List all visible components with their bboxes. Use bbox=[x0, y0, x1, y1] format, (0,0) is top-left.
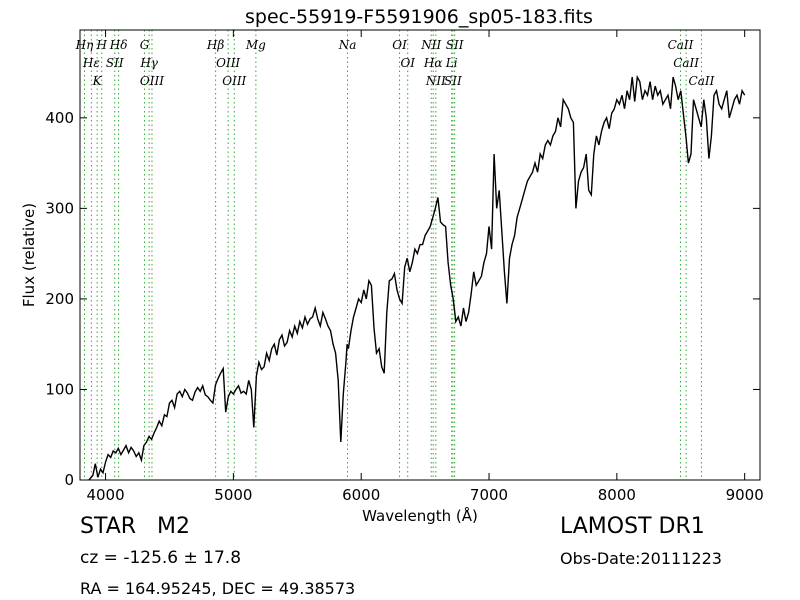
line-label: Mg bbox=[245, 38, 266, 52]
line-label: CaII bbox=[668, 38, 694, 52]
axis-ticks: 4000 5000 6000 7000 8000 9000 0 100 200 300 400 bbox=[45, 30, 764, 504]
line-label: OIII bbox=[222, 74, 246, 88]
spectral-line-labels: Hη Hε K H SII Hδ G Hγ OIII Hβ OIII OIII Mg Na OI OI NII H… bbox=[75, 38, 715, 88]
x-tick-label: 9000 bbox=[726, 486, 764, 504]
line-label: Li bbox=[445, 56, 458, 70]
y-tick-label: 100 bbox=[45, 380, 74, 398]
line-label: Hδ bbox=[109, 38, 128, 52]
x-tick-label: 7000 bbox=[470, 486, 508, 504]
line-label: SII bbox=[106, 56, 124, 70]
coordinates: RA = 164.95245, DEC = 49.38573 bbox=[80, 579, 356, 598]
line-label: Hβ bbox=[206, 38, 224, 52]
y-tick-label: 0 bbox=[64, 471, 74, 489]
observation-date: Obs-Date:20111223 bbox=[560, 549, 722, 568]
redshift-cz: cz = -125.6 ± 17.8 bbox=[80, 548, 242, 568]
line-label: G bbox=[140, 38, 150, 52]
line-label: CaII bbox=[673, 56, 699, 70]
chart-title: spec-55919-F5591906_sp05-183.fits bbox=[245, 6, 593, 28]
line-label: NII bbox=[420, 38, 441, 52]
y-tick-label: 200 bbox=[45, 290, 74, 308]
line-label: OI bbox=[392, 38, 407, 52]
spectral-line-markers bbox=[83, 30, 702, 480]
line-label: Na bbox=[338, 38, 357, 52]
x-tick-label: 4000 bbox=[86, 486, 124, 504]
line-label: OIII bbox=[140, 74, 164, 88]
survey-name: LAMOST DR1 bbox=[560, 514, 705, 539]
line-label: OI bbox=[400, 56, 415, 70]
line-label: NII bbox=[425, 74, 446, 88]
y-tick-label: 400 bbox=[45, 109, 74, 127]
x-tick-label: 6000 bbox=[342, 486, 380, 504]
line-label: CaII bbox=[689, 74, 715, 88]
line-label: OIII bbox=[216, 56, 240, 70]
plot-frame bbox=[79, 29, 761, 481]
line-label: H bbox=[95, 38, 107, 52]
y-tick-label: 300 bbox=[45, 199, 74, 217]
x-tick-label: 5000 bbox=[214, 486, 252, 504]
line-label: SII bbox=[444, 74, 462, 88]
line-label: Hα bbox=[423, 56, 443, 70]
line-label: SII bbox=[446, 38, 464, 52]
line-label: Hη bbox=[75, 38, 94, 52]
spectrum-line bbox=[88, 74, 746, 481]
line-label: K bbox=[92, 74, 103, 88]
line-label: Hγ bbox=[139, 56, 158, 70]
line-label: Hε bbox=[82, 56, 100, 70]
x-axis-label: Wavelength (Å) bbox=[362, 506, 478, 525]
y-axis-label: Flux (relative) bbox=[20, 203, 38, 307]
x-tick-label: 8000 bbox=[598, 486, 636, 504]
object-class: STAR M2 bbox=[80, 514, 190, 539]
